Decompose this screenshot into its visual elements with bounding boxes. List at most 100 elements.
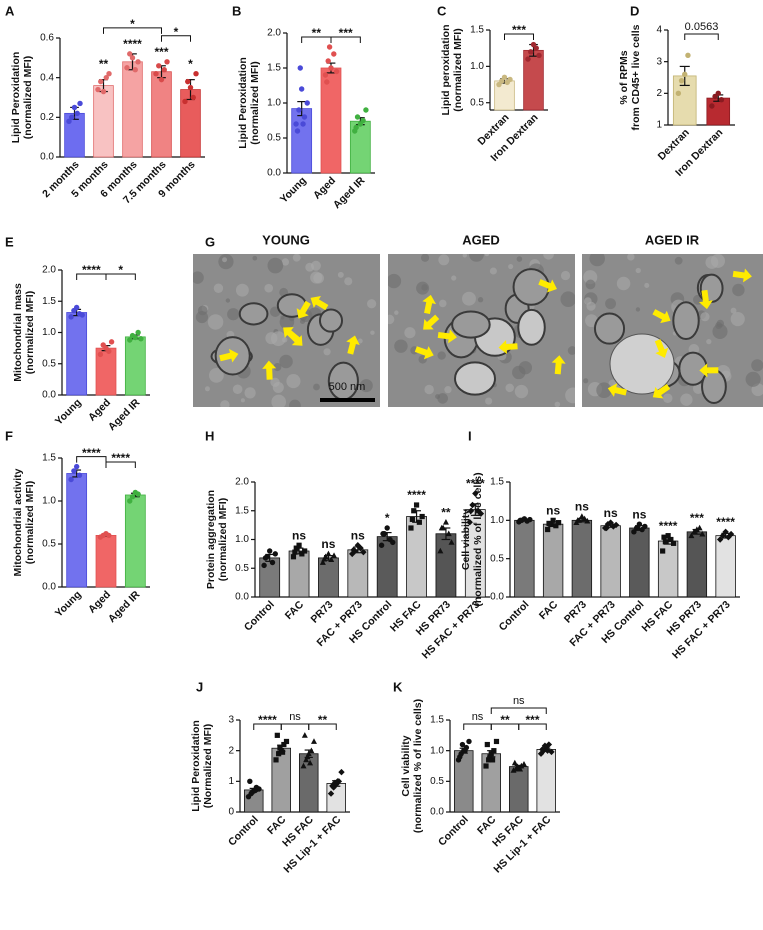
data-point	[553, 523, 559, 529]
y-tick-label: 0.5	[267, 133, 281, 144]
significance-bracket	[684, 33, 719, 40]
data-point	[537, 750, 545, 757]
data-point	[665, 533, 671, 539]
significance-label: ns	[604, 506, 618, 520]
x-tick-label: FAC	[537, 598, 561, 622]
data-point	[73, 463, 80, 470]
panel-letter: D	[630, 3, 639, 18]
texture	[424, 384, 434, 395]
organelle	[517, 308, 546, 346]
data-point	[612, 521, 620, 529]
arrow	[607, 383, 627, 397]
arrow	[296, 300, 311, 319]
texture	[193, 271, 204, 284]
data-point	[477, 510, 485, 517]
texture	[674, 256, 683, 265]
significance-bracket	[518, 723, 547, 730]
texture	[222, 257, 228, 263]
significance-bracket	[76, 456, 107, 463]
texture	[394, 310, 399, 315]
data-point	[507, 76, 513, 83]
texture	[286, 374, 301, 389]
texture	[252, 255, 258, 261]
x-tick-label: Aged	[311, 175, 338, 202]
data-point	[378, 542, 385, 548]
texture	[344, 277, 353, 286]
y-tick-label: 0.5	[490, 553, 504, 564]
data-point	[527, 516, 533, 523]
data-point	[438, 524, 445, 531]
texture	[585, 279, 596, 290]
data-point	[517, 517, 523, 524]
y-axis-label: Mitochondrial activity	[12, 468, 24, 576]
y-tick-label: 2	[656, 88, 662, 99]
data-point	[546, 520, 552, 526]
arrow	[437, 329, 457, 344]
data-point	[73, 304, 80, 311]
data-point	[675, 90, 682, 97]
significance-label: ****	[82, 446, 101, 460]
texture	[279, 314, 295, 330]
y-tick-label: 0.4	[40, 72, 54, 83]
data-point	[696, 524, 703, 531]
significance-label: *	[130, 17, 135, 31]
data-point	[354, 114, 361, 120]
texture	[715, 322, 723, 330]
data-point	[462, 747, 468, 754]
data-point	[106, 348, 112, 354]
y-tick-label: 0.5	[42, 539, 56, 550]
data-point	[190, 94, 196, 101]
data-point	[156, 63, 162, 69]
y-tick-label: 1.5	[42, 453, 56, 464]
data-point	[688, 532, 695, 539]
y-tick-label: 0.2	[40, 112, 54, 123]
data-point	[548, 748, 555, 756]
data-point	[68, 314, 74, 320]
data-point	[545, 526, 551, 533]
data-point	[325, 550, 332, 557]
y-axis-label: (normalized % of live cells)	[412, 699, 424, 833]
y-tick-label: 1.0	[42, 327, 56, 338]
data-point	[247, 778, 253, 785]
data-point	[325, 58, 331, 64]
micrographs	[193, 254, 763, 407]
texture	[300, 318, 306, 325]
data-point	[716, 536, 724, 543]
data-point	[290, 554, 297, 560]
bar	[686, 531, 708, 598]
panel-letter: C	[437, 3, 447, 18]
y-axis-label: Lipid Peroxidation	[237, 57, 249, 149]
significance-label: ***	[525, 713, 539, 727]
y-tick-label: 1	[656, 120, 662, 131]
arrow	[652, 309, 671, 324]
texture	[730, 311, 745, 327]
texture	[605, 298, 617, 310]
significance-label: *	[118, 263, 123, 277]
data-point	[691, 528, 698, 535]
significance-bracket	[105, 461, 136, 468]
data-point	[491, 748, 497, 754]
data-point	[127, 337, 133, 343]
data-point	[416, 519, 422, 525]
texture	[705, 255, 719, 269]
data-point	[106, 532, 112, 539]
data-point	[445, 530, 452, 537]
y-axis-label: from CD45+ live cells	[630, 24, 642, 130]
texture	[227, 308, 240, 321]
y-tick-label: 1.0	[42, 496, 56, 507]
data-point	[321, 555, 328, 562]
data-point	[514, 763, 521, 770]
data-point	[327, 790, 335, 797]
significance-bracket	[504, 33, 534, 40]
bar	[95, 535, 117, 588]
y-tick-label: 2.0	[42, 265, 56, 276]
y-tick-label: 3	[228, 715, 234, 726]
data-point	[281, 741, 287, 748]
y-tick-label: 0.5	[42, 358, 56, 369]
arrow	[698, 289, 713, 310]
y-tick-label: 0.5	[235, 563, 249, 574]
y-tick-label: 0	[228, 807, 234, 818]
arrow	[538, 279, 557, 293]
arrow	[551, 355, 566, 375]
data-point	[488, 751, 494, 757]
